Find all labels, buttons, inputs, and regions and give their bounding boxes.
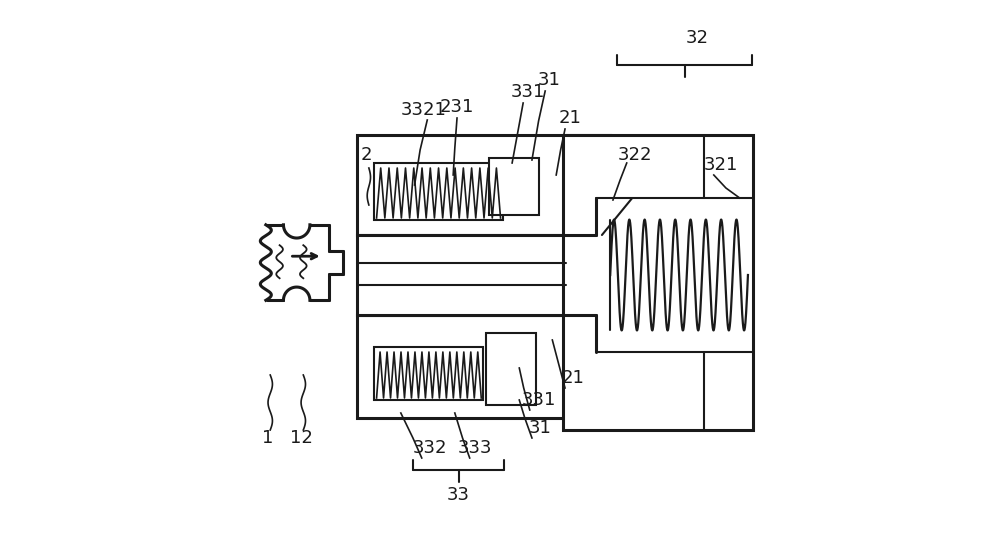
Text: 21: 21 (559, 109, 582, 127)
Text: 321: 321 (703, 156, 738, 174)
Text: 1: 1 (262, 429, 273, 447)
Text: 332: 332 (413, 439, 447, 457)
Text: 12: 12 (290, 429, 313, 447)
Bar (563, 135, 753, 430)
Text: 31: 31 (538, 71, 561, 89)
Bar (357, 235, 566, 315)
Text: 21: 21 (561, 369, 584, 387)
Text: 2: 2 (361, 146, 372, 164)
Text: 3321: 3321 (401, 101, 447, 119)
Bar (357, 315, 610, 418)
Text: 231: 231 (440, 98, 474, 116)
Bar (374, 347, 483, 400)
Text: 322: 322 (618, 146, 652, 164)
Text: 32: 32 (686, 29, 709, 47)
Bar (489, 158, 539, 215)
Text: 31: 31 (528, 419, 551, 437)
Bar (357, 135, 610, 235)
Text: 331: 331 (521, 391, 556, 409)
Bar (486, 333, 536, 405)
Text: 33: 33 (447, 486, 470, 504)
Text: 333: 333 (458, 439, 492, 457)
Bar (374, 163, 503, 220)
Text: 331: 331 (510, 83, 545, 101)
